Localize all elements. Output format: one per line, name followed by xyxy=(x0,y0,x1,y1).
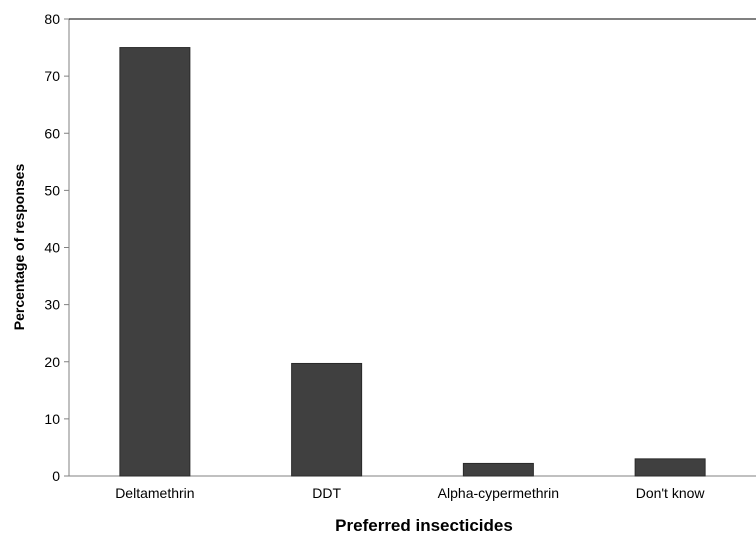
x-axis-title: Preferred insecticides xyxy=(335,516,513,535)
y-axis-ticks: 0 10 20 30 40 50 60 70 80 xyxy=(44,11,69,484)
bar xyxy=(291,362,363,477)
bar xyxy=(462,462,534,477)
y-axis-title: Percentage of responses xyxy=(11,164,27,331)
x-tick-label: Don't know xyxy=(636,485,706,501)
y-tick-label: 0 xyxy=(52,468,60,484)
x-tick-label: Alpha-cypermethrin xyxy=(438,485,559,501)
y-tick-label: 50 xyxy=(44,182,60,198)
bars xyxy=(119,47,706,477)
x-tick-label: DDT xyxy=(312,485,341,501)
bar xyxy=(634,458,706,477)
y-tick-label: 20 xyxy=(44,354,60,370)
x-tick-label: Deltamethrin xyxy=(115,485,194,501)
y-tick-label: 30 xyxy=(44,297,60,313)
y-tick-label: 80 xyxy=(44,11,60,27)
y-tick-label: 40 xyxy=(44,240,60,256)
bar xyxy=(119,47,191,477)
x-axis-ticks: Deltamethrin DDT Alpha-cypermethrin Don't k… xyxy=(115,485,705,501)
y-tick-label: 60 xyxy=(44,125,60,141)
y-tick-label: 10 xyxy=(44,411,60,427)
y-tick-label: 70 xyxy=(44,68,60,84)
